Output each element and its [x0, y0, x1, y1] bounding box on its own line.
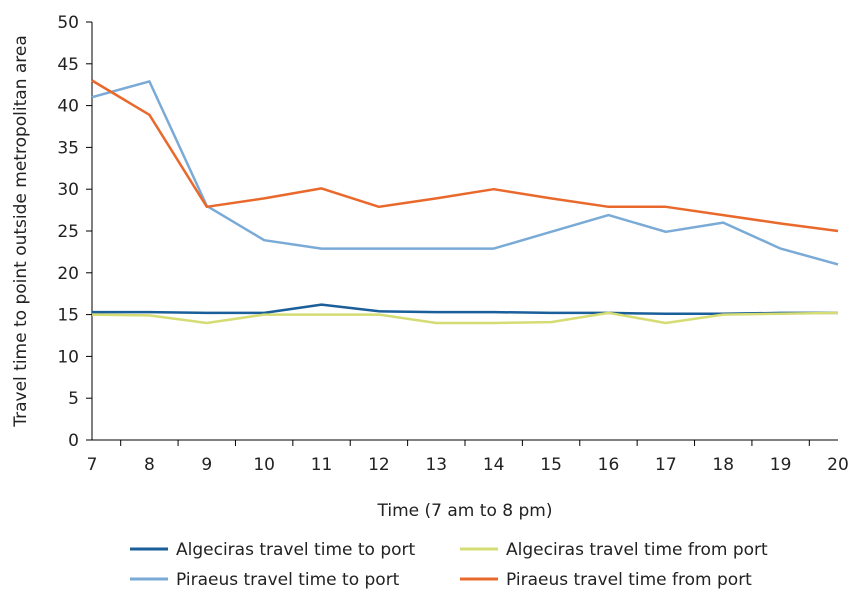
y-tick-label: 15: [57, 306, 79, 326]
y-tick-label: 20: [57, 264, 79, 284]
y-tick-label: 50: [57, 13, 79, 33]
x-tick-label: 19: [770, 455, 792, 475]
series-line-1: [92, 303, 838, 316]
y-tick-label: 0: [68, 431, 79, 451]
legend-label: Piraeus travel time from port: [506, 570, 752, 590]
series-line-4: [91, 79, 839, 233]
x-tick-label: 15: [540, 455, 562, 475]
y-tick-label: 25: [57, 222, 79, 242]
x-tick-label: 17: [655, 455, 677, 475]
legend-label: Piraeus travel time to port: [176, 570, 400, 590]
x-tick-label: 20: [827, 455, 849, 475]
x-tick-label: 14: [483, 455, 505, 475]
x-axis-title: Time (7 am to 8 pm): [377, 501, 553, 521]
x-tick-label: 10: [253, 455, 275, 475]
y-tick-label: 40: [57, 97, 79, 117]
series-line-2: [91, 311, 839, 325]
legend-label: Algeciras travel time from port: [506, 540, 768, 560]
x-tick-label: 13: [425, 455, 447, 475]
legend: Algeciras travel time to port Algeciras t…: [130, 540, 768, 590]
x-tick-label: 12: [368, 455, 390, 475]
y-tick-label: 10: [57, 347, 79, 367]
x-tick-label: 7: [87, 455, 98, 475]
series-lines: [91, 79, 839, 325]
x-tick-label: 16: [598, 455, 620, 475]
y-tick-label: 45: [57, 55, 79, 75]
x-tick-label: 8: [144, 455, 155, 475]
series-line-3: [91, 80, 839, 266]
y-tick-label: 5: [68, 389, 79, 409]
legend-label: Algeciras travel time to port: [176, 540, 416, 560]
y-axis: 0 5 10 15 20 25 30 35 40 45 50: [57, 13, 93, 451]
x-tick-label: 18: [712, 455, 734, 475]
y-tick-label: 30: [57, 180, 79, 200]
x-tick-label: 11: [311, 455, 333, 475]
x-tick-label: 9: [201, 455, 212, 475]
y-tick-label: 35: [57, 138, 79, 158]
x-axis: 7 8 9 10 11 12 13 14 15 16 17 18 19 20: [87, 439, 849, 475]
y-axis-title: Travel time to point outside metropolita…: [11, 35, 31, 428]
